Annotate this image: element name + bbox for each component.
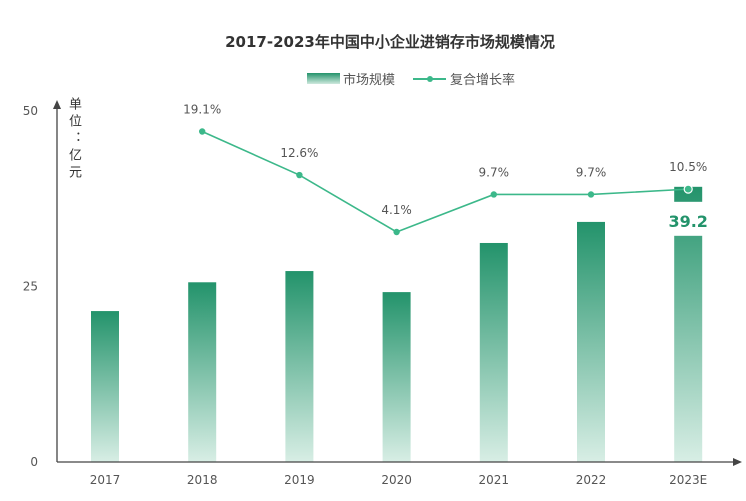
- growth-line: 19.1% 12.6% 4.1% 9.7% 9.7% 10.5%: [183, 103, 707, 236]
- growth-point[interactable]: [199, 128, 206, 135]
- x-tick-label: 2020: [381, 473, 412, 487]
- x-tick-label: 2017: [90, 473, 121, 487]
- highlight-value-label: 39.2: [668, 212, 707, 231]
- bar-2020[interactable]: [382, 292, 411, 462]
- growth-point[interactable]: [296, 171, 303, 179]
- growth-label: 12.6%: [280, 146, 318, 160]
- x-tick-label: 2018: [187, 473, 218, 487]
- y-tick-label: 25: [23, 280, 38, 294]
- legend-bar-swatch: [307, 73, 340, 84]
- bar-2021[interactable]: [479, 242, 508, 462]
- growth-label: 19.1%: [183, 103, 221, 117]
- x-tick-label: 2021: [479, 473, 510, 487]
- growth-label: 9.7%: [479, 165, 510, 179]
- bars: 39.2: [91, 186, 708, 463]
- growth-point[interactable]: [587, 191, 595, 198]
- bar-2022[interactable]: [577, 221, 605, 462]
- legend: 市场规模 复合增长率: [307, 72, 515, 88]
- growth-label: 4.1%: [381, 203, 412, 217]
- legend-bar-label: 市场规模: [343, 72, 395, 88]
- x-tick-label: 2022: [576, 473, 607, 487]
- y-axis-label: 单位：亿元: [66, 97, 81, 182]
- legend-line-marker: [427, 76, 433, 82]
- growth-point[interactable]: [490, 191, 497, 198]
- legend-line-label: 复合增长率: [450, 72, 515, 88]
- y-tick-label: 50: [23, 104, 38, 118]
- x-axis-arrow-icon: [733, 458, 742, 466]
- highlight-label-bg: [673, 201, 704, 236]
- y-ticks: 0 25 50: [23, 104, 38, 469]
- growth-line-path: [201, 130, 689, 233]
- chart-title: 2017-2023年中国中小企业进销存市场规模情况: [225, 33, 555, 51]
- growth-point[interactable]: [393, 228, 400, 236]
- x-tick-label: 2023E: [669, 473, 707, 487]
- growth-point[interactable]: [683, 184, 693, 194]
- y-axis-arrow-icon: [53, 100, 61, 109]
- bar-2018[interactable]: [188, 282, 217, 462]
- bar-2017[interactable]: [91, 311, 119, 462]
- x-ticks: 2017 2018 2019 2020 2021 2022 2023E: [90, 473, 708, 487]
- bar-2019[interactable]: [285, 271, 314, 462]
- y-tick-label: 0: [30, 455, 38, 469]
- growth-label: 9.7%: [576, 165, 607, 179]
- x-tick-label: 2019: [284, 473, 315, 487]
- growth-label: 10.5%: [669, 160, 707, 174]
